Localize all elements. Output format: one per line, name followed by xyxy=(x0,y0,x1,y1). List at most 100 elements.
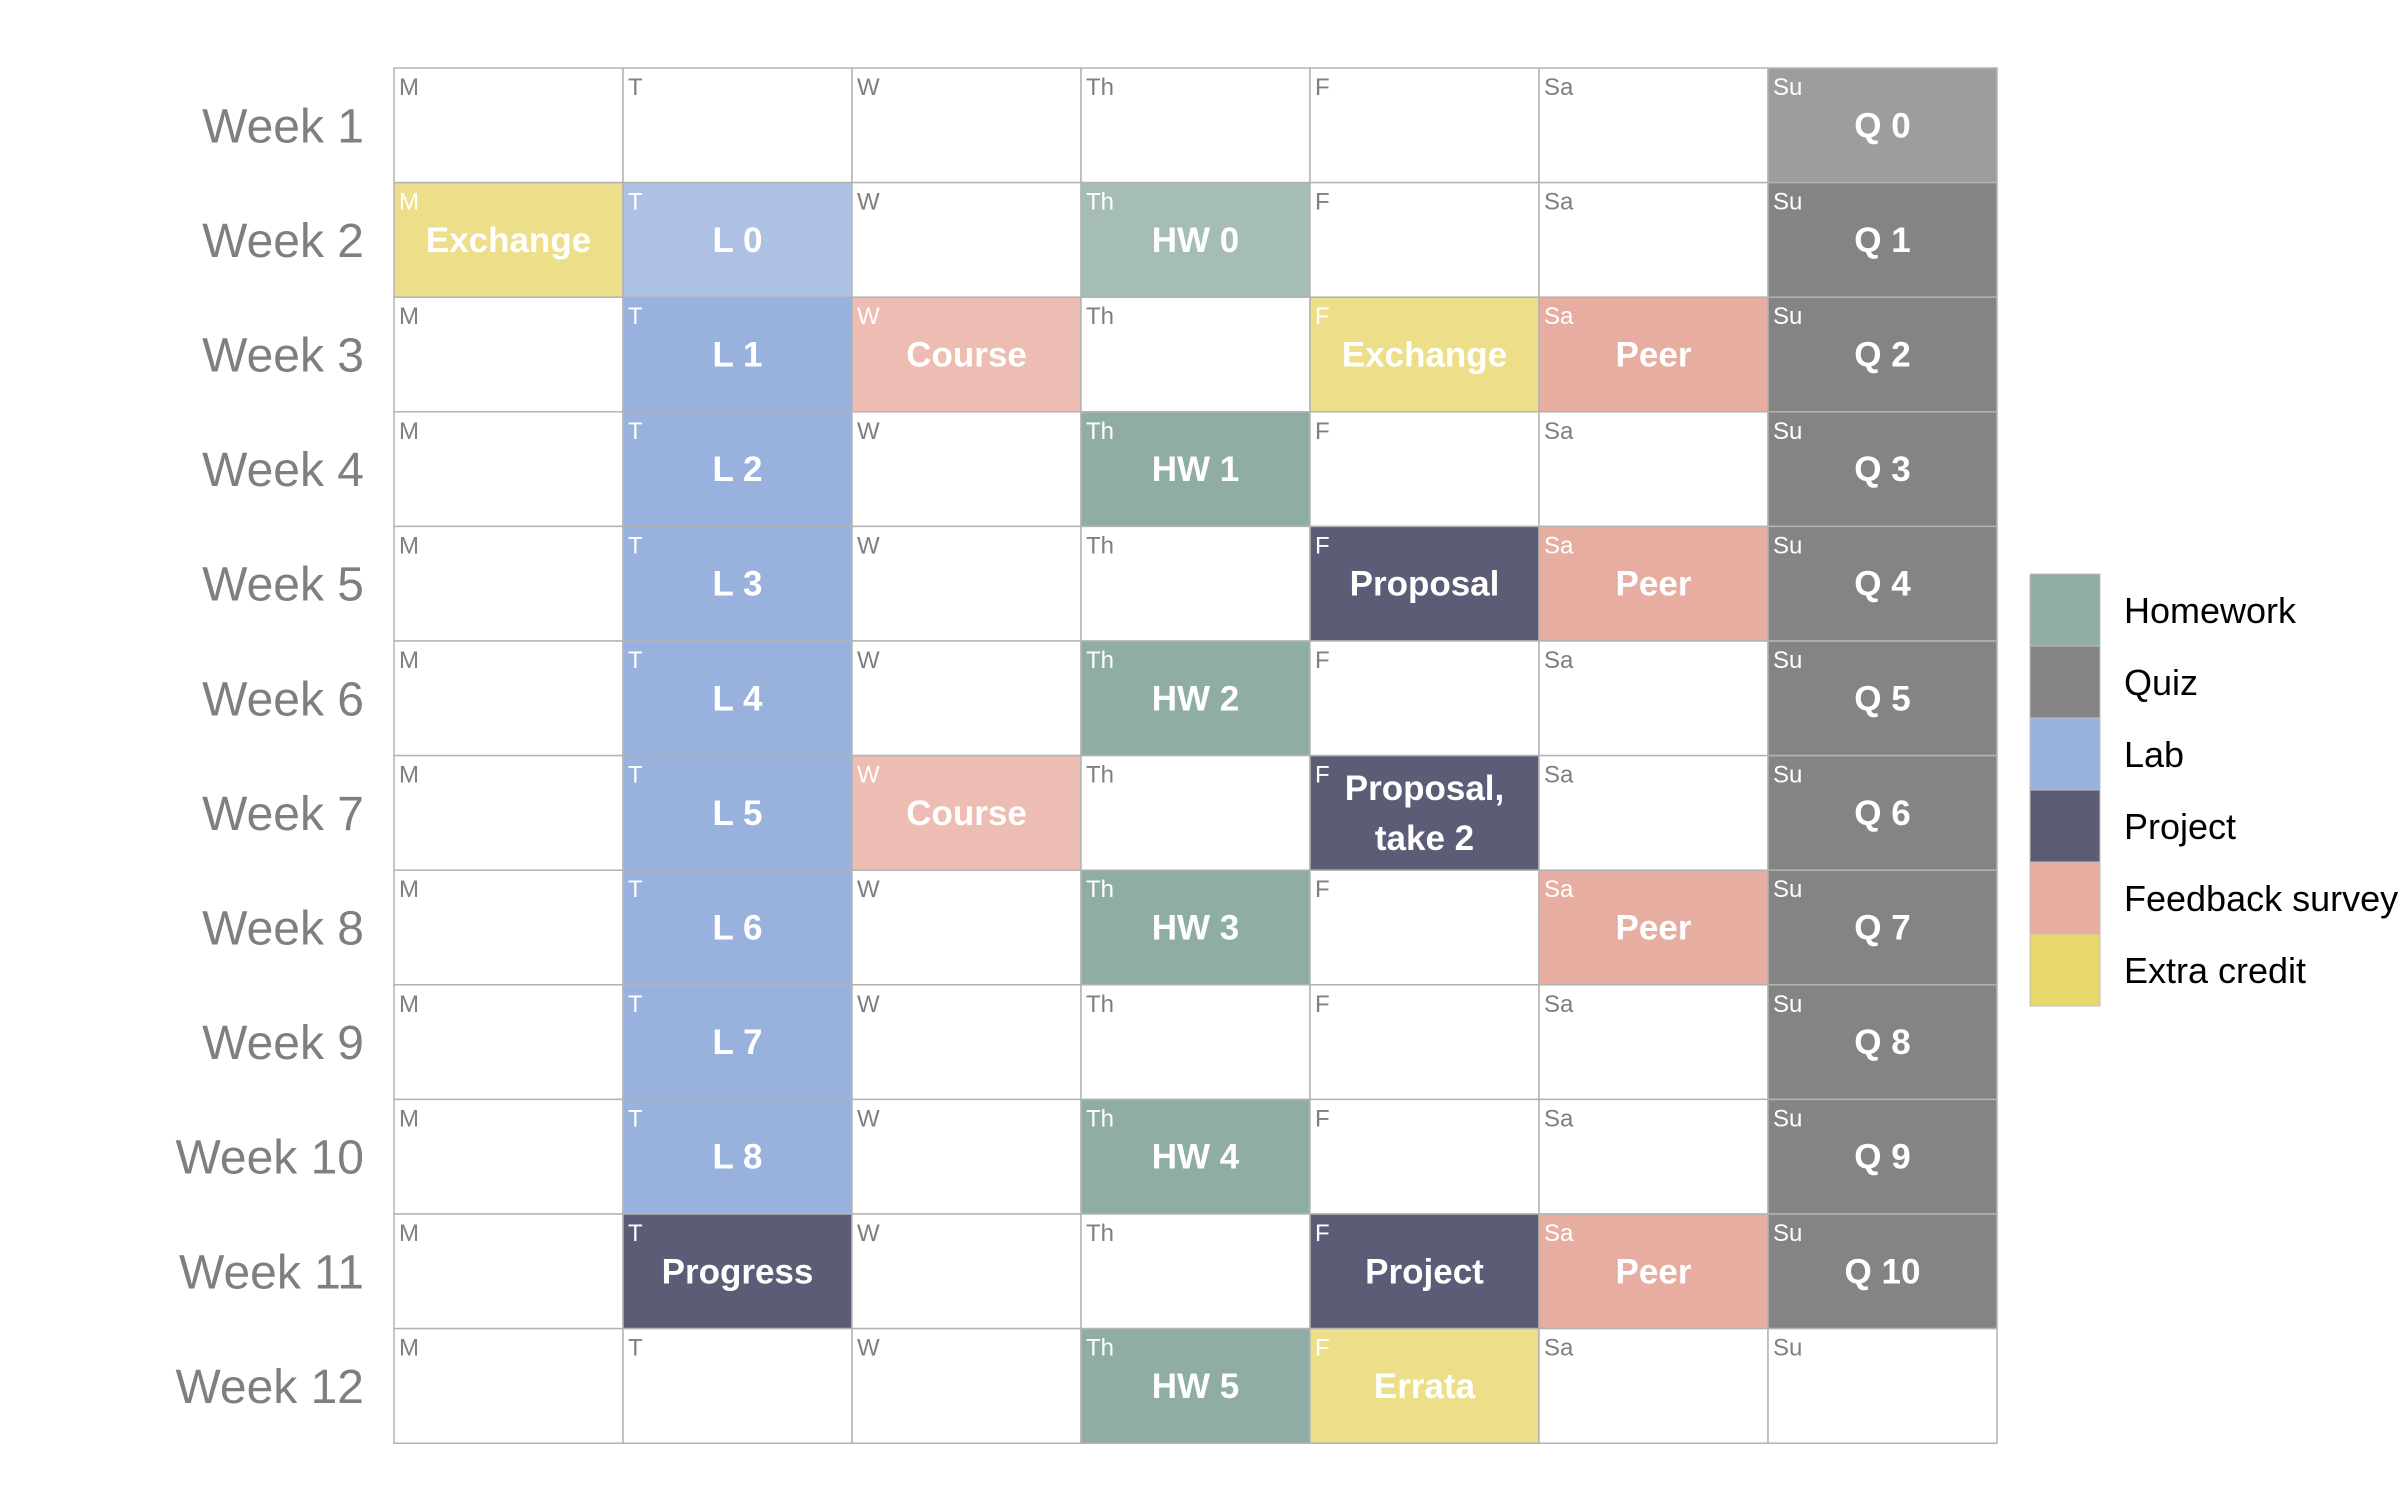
day-label: T xyxy=(628,303,643,330)
day-label: T xyxy=(628,991,643,1018)
day-label: W xyxy=(857,762,880,789)
empty-day-cell xyxy=(393,984,624,1101)
empty-day-cell xyxy=(1080,984,1311,1101)
empty-day-cell xyxy=(1080,1213,1311,1330)
event-label: Exchange xyxy=(426,221,591,260)
week-label-5: Week 5 xyxy=(202,559,364,612)
day-label: T xyxy=(628,1105,643,1132)
day-label: T xyxy=(628,1335,643,1362)
day-label: Su xyxy=(1773,991,1802,1018)
event-label: Proposal xyxy=(1350,565,1500,604)
day-label: Sa xyxy=(1544,74,1574,101)
event-cell: F Project xyxy=(1309,1213,1540,1330)
empty-day-cell xyxy=(393,525,624,642)
empty-day-cell xyxy=(393,411,624,528)
empty-cell: M xyxy=(393,1213,624,1330)
event-cell: F Errata xyxy=(1309,1327,1540,1444)
empty-day-cell xyxy=(393,1327,624,1444)
day-label: Th xyxy=(1086,876,1114,903)
day-label: Su xyxy=(1773,1220,1802,1247)
empty-day-cell xyxy=(1309,1098,1540,1215)
event-label: Q 1 xyxy=(1854,221,1910,260)
event-label: Peer xyxy=(1616,565,1692,604)
day-label: Su xyxy=(1773,189,1802,216)
legend-label-feedback-survey: Feedback survey xyxy=(2124,878,2398,919)
event-project-block xyxy=(622,1213,853,1330)
event-cell: T L 0 xyxy=(622,181,853,298)
legend-swatch-lab xyxy=(2029,717,2101,791)
event-cell: T L 6 xyxy=(622,869,853,986)
empty-day-cell xyxy=(1538,1327,1769,1444)
event-label: L 8 xyxy=(713,1138,763,1177)
empty-day-cell xyxy=(393,869,624,986)
day-label: F xyxy=(1315,74,1330,101)
empty-cell: M xyxy=(393,67,624,184)
empty-day-cell xyxy=(1538,67,1769,184)
day-label: F xyxy=(1315,418,1330,445)
event-cell: T L 2 xyxy=(622,411,853,528)
event-cell: T L 7 xyxy=(622,984,853,1101)
event-quiz-block xyxy=(1767,411,1998,528)
empty-day-cell xyxy=(851,181,1082,298)
day-label: Th xyxy=(1086,532,1114,559)
event-homework-block xyxy=(1080,411,1311,528)
week-label-2: Week 2 xyxy=(202,215,364,268)
event-cell: Th HW 2 xyxy=(1080,640,1311,757)
empty-cell: M xyxy=(393,525,624,642)
empty-cell: W xyxy=(851,411,1082,528)
day-label: Sa xyxy=(1544,532,1574,559)
empty-cell: F xyxy=(1309,640,1540,757)
day-label: Th xyxy=(1086,1335,1114,1362)
day-label: Sa xyxy=(1544,762,1574,789)
event-feedback-survey-block xyxy=(1538,869,1769,986)
event-cell: Th HW 0 xyxy=(1080,181,1311,298)
event-cell: T Progress xyxy=(622,1213,853,1330)
day-label: T xyxy=(628,418,643,445)
empty-cell: F xyxy=(1309,67,1540,184)
day-label: Th xyxy=(1086,74,1114,101)
event-label: HW 0 xyxy=(1152,221,1240,260)
event-label: Project xyxy=(1365,1252,1484,1291)
event-homework-block xyxy=(1080,1327,1311,1444)
event-homework-block xyxy=(1080,640,1311,757)
empty-cell: F xyxy=(1309,1098,1540,1215)
event-cell: T L 5 xyxy=(622,754,853,871)
event-label: Q 3 xyxy=(1854,450,1910,489)
day-label: F xyxy=(1315,991,1330,1018)
event-lab-block xyxy=(622,640,853,757)
legend-item-quiz: Quiz xyxy=(2029,645,2198,719)
empty-day-cell xyxy=(851,984,1082,1101)
day-label: F xyxy=(1315,1220,1330,1247)
empty-cell: Sa xyxy=(1538,1098,1769,1215)
event-label: L 2 xyxy=(713,450,763,489)
day-label: M xyxy=(399,647,419,674)
day-label: Su xyxy=(1773,876,1802,903)
event-cell: Th HW 3 xyxy=(1080,869,1311,986)
week-label-3: Week 3 xyxy=(202,330,364,383)
calendar-grid: M T W Th F Sa Su Q 0 M Exchange T L 0 W Th HW 0 F Sa Su Q … xyxy=(393,67,1998,1444)
empty-cell: Th xyxy=(1080,754,1311,871)
day-label: F xyxy=(1315,189,1330,216)
day-label: Su xyxy=(1773,532,1802,559)
empty-day-cell xyxy=(851,411,1082,528)
event-cell: Sa Peer xyxy=(1538,1213,1769,1330)
legend-label-project: Project xyxy=(2124,806,2236,847)
event-quiz-block xyxy=(1767,640,1998,757)
empty-day-cell xyxy=(1309,181,1540,298)
event-cell: Su Q 9 xyxy=(1767,1098,1998,1215)
day-label: Th xyxy=(1086,303,1114,330)
legend-item-extra-credit: Extra credit xyxy=(2029,933,2306,1007)
empty-day-cell xyxy=(1538,181,1769,298)
event-cell: Sa Peer xyxy=(1538,525,1769,642)
event-extra-credit-block xyxy=(1309,1327,1540,1444)
empty-day-cell xyxy=(851,1213,1082,1330)
event-label: L 7 xyxy=(713,1023,763,1062)
event-lab-block xyxy=(622,525,853,642)
day-label: Su xyxy=(1773,418,1802,445)
legend-swatch-feedback-survey xyxy=(2029,861,2101,935)
legend-swatch-quiz xyxy=(2029,645,2101,719)
empty-cell: F xyxy=(1309,181,1540,298)
day-label: Th xyxy=(1086,991,1114,1018)
event-label: Errata xyxy=(1374,1367,1476,1406)
day-label: Su xyxy=(1773,762,1802,789)
